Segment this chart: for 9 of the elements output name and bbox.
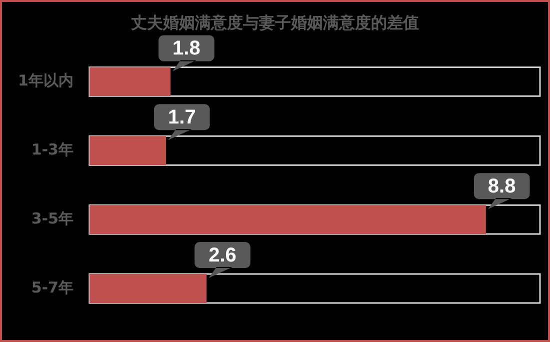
bar xyxy=(89,274,207,304)
chart-title: 丈夫婚姻满意度与妻子婚姻满意度的差值 xyxy=(130,12,419,32)
y-tick-label: 5-7年 xyxy=(31,278,74,296)
y-tick-label: 1-3年 xyxy=(31,140,74,159)
y-tick-label: 3-5年 xyxy=(31,209,74,228)
bar xyxy=(89,136,166,166)
y-tick-label: 1年以内 xyxy=(18,72,74,90)
bar xyxy=(89,205,486,234)
bar xyxy=(89,67,171,96)
